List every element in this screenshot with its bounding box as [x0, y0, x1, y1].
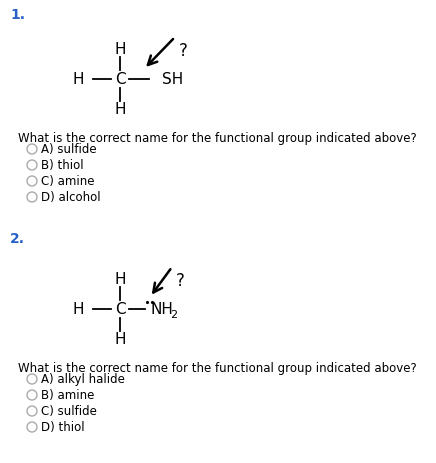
- Text: C: C: [115, 302, 125, 317]
- Text: H: H: [114, 332, 126, 347]
- Text: 2: 2: [170, 309, 177, 319]
- Text: H: H: [114, 102, 126, 117]
- Text: What is the correct name for the functional group indicated above?: What is the correct name for the functio…: [18, 131, 417, 144]
- Text: C) sulfide: C) sulfide: [41, 405, 97, 418]
- Text: H: H: [72, 72, 84, 88]
- Text: H: H: [72, 302, 84, 317]
- Text: ?: ?: [179, 42, 188, 60]
- Text: ?: ?: [176, 271, 185, 289]
- Text: What is the correct name for the functional group indicated above?: What is the correct name for the functio…: [18, 361, 417, 374]
- Text: B) amine: B) amine: [41, 388, 94, 401]
- Text: D) thiol: D) thiol: [41, 420, 85, 433]
- Text: A) alkyl halide: A) alkyl halide: [41, 373, 125, 386]
- Text: SH: SH: [162, 72, 183, 88]
- Text: D) alcohol: D) alcohol: [41, 191, 101, 204]
- Text: B) thiol: B) thiol: [41, 159, 84, 172]
- Text: H: H: [114, 43, 126, 57]
- Text: C: C: [115, 72, 125, 88]
- Text: A) sulfide: A) sulfide: [41, 143, 97, 156]
- Text: C) amine: C) amine: [41, 175, 95, 188]
- Text: H: H: [114, 272, 126, 287]
- Text: NH: NH: [150, 302, 173, 317]
- Text: 1.: 1.: [10, 8, 25, 22]
- Text: 2.: 2.: [10, 232, 25, 245]
